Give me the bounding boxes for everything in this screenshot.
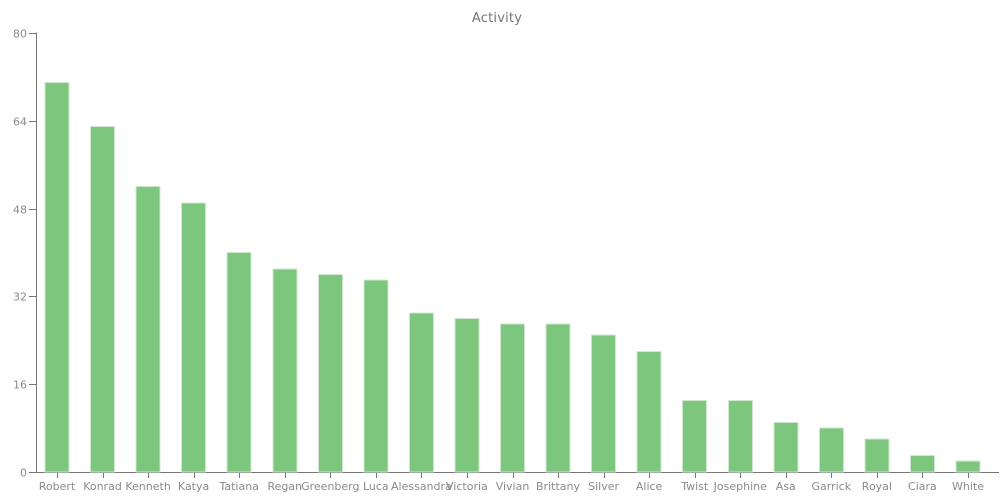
bar-regan	[272, 268, 298, 473]
x-label-luca: Luca	[363, 480, 389, 493]
x-label-alice: Alice	[636, 480, 663, 493]
bar-asa	[773, 422, 799, 473]
y-tick-label-0: 0	[20, 467, 27, 480]
y-tick-label-48: 48	[13, 204, 27, 217]
x-label-twist: Twist	[680, 480, 709, 493]
x-label-royal: Royal	[862, 480, 892, 493]
bar-tatiana	[226, 252, 252, 473]
bar-silver	[591, 334, 617, 473]
bar-alessandra	[408, 312, 434, 473]
bar-konrad	[90, 125, 115, 473]
x-label-garrick: Garrick	[812, 480, 852, 493]
bar-luca	[363, 279, 389, 473]
y-tick-label-64: 64	[13, 116, 27, 129]
bar-katya	[181, 202, 207, 473]
bar-twist	[682, 400, 708, 473]
x-label-regan: Regan	[267, 480, 302, 493]
y-tick-label-80: 80	[13, 28, 27, 41]
x-label-silver: Silver	[588, 480, 619, 493]
bar-vivian	[500, 323, 525, 473]
x-label-greenberg: Greenberg	[301, 480, 359, 493]
x-label-robert: Robert	[39, 480, 76, 493]
x-label-victoria: Victoria	[446, 480, 488, 493]
y-tick-label-16: 16	[13, 379, 27, 392]
x-label-katya: Katya	[178, 480, 209, 493]
x-label-konrad: Konrad	[83, 480, 122, 493]
x-label-white: White	[952, 480, 984, 493]
x-label-brittany: Brittany	[536, 480, 580, 493]
x-label-alessandra: Alessandra	[391, 480, 452, 493]
x-label-kenneth: Kenneth	[125, 480, 170, 493]
bar-alice	[636, 350, 662, 473]
x-label-asa: Asa	[776, 480, 796, 493]
x-label-tatiana: Tatiana	[218, 480, 258, 493]
bar-royal	[864, 438, 890, 473]
bar-garrick	[818, 427, 844, 473]
bar-josephine	[727, 400, 753, 473]
bar-kenneth	[135, 186, 161, 473]
x-label-ciara: Ciara	[908, 480, 937, 493]
bar-greenberg	[317, 273, 343, 473]
x-label-josephine: Josephine	[713, 480, 767, 493]
x-label-vivian: Vivian	[496, 480, 530, 493]
y-tick-label-32: 32	[13, 291, 27, 304]
bar-ciara	[909, 455, 935, 473]
bar-robert	[44, 81, 70, 473]
bar-brittany	[545, 323, 571, 473]
bar-white	[955, 460, 981, 473]
bar-victoria	[454, 317, 480, 473]
